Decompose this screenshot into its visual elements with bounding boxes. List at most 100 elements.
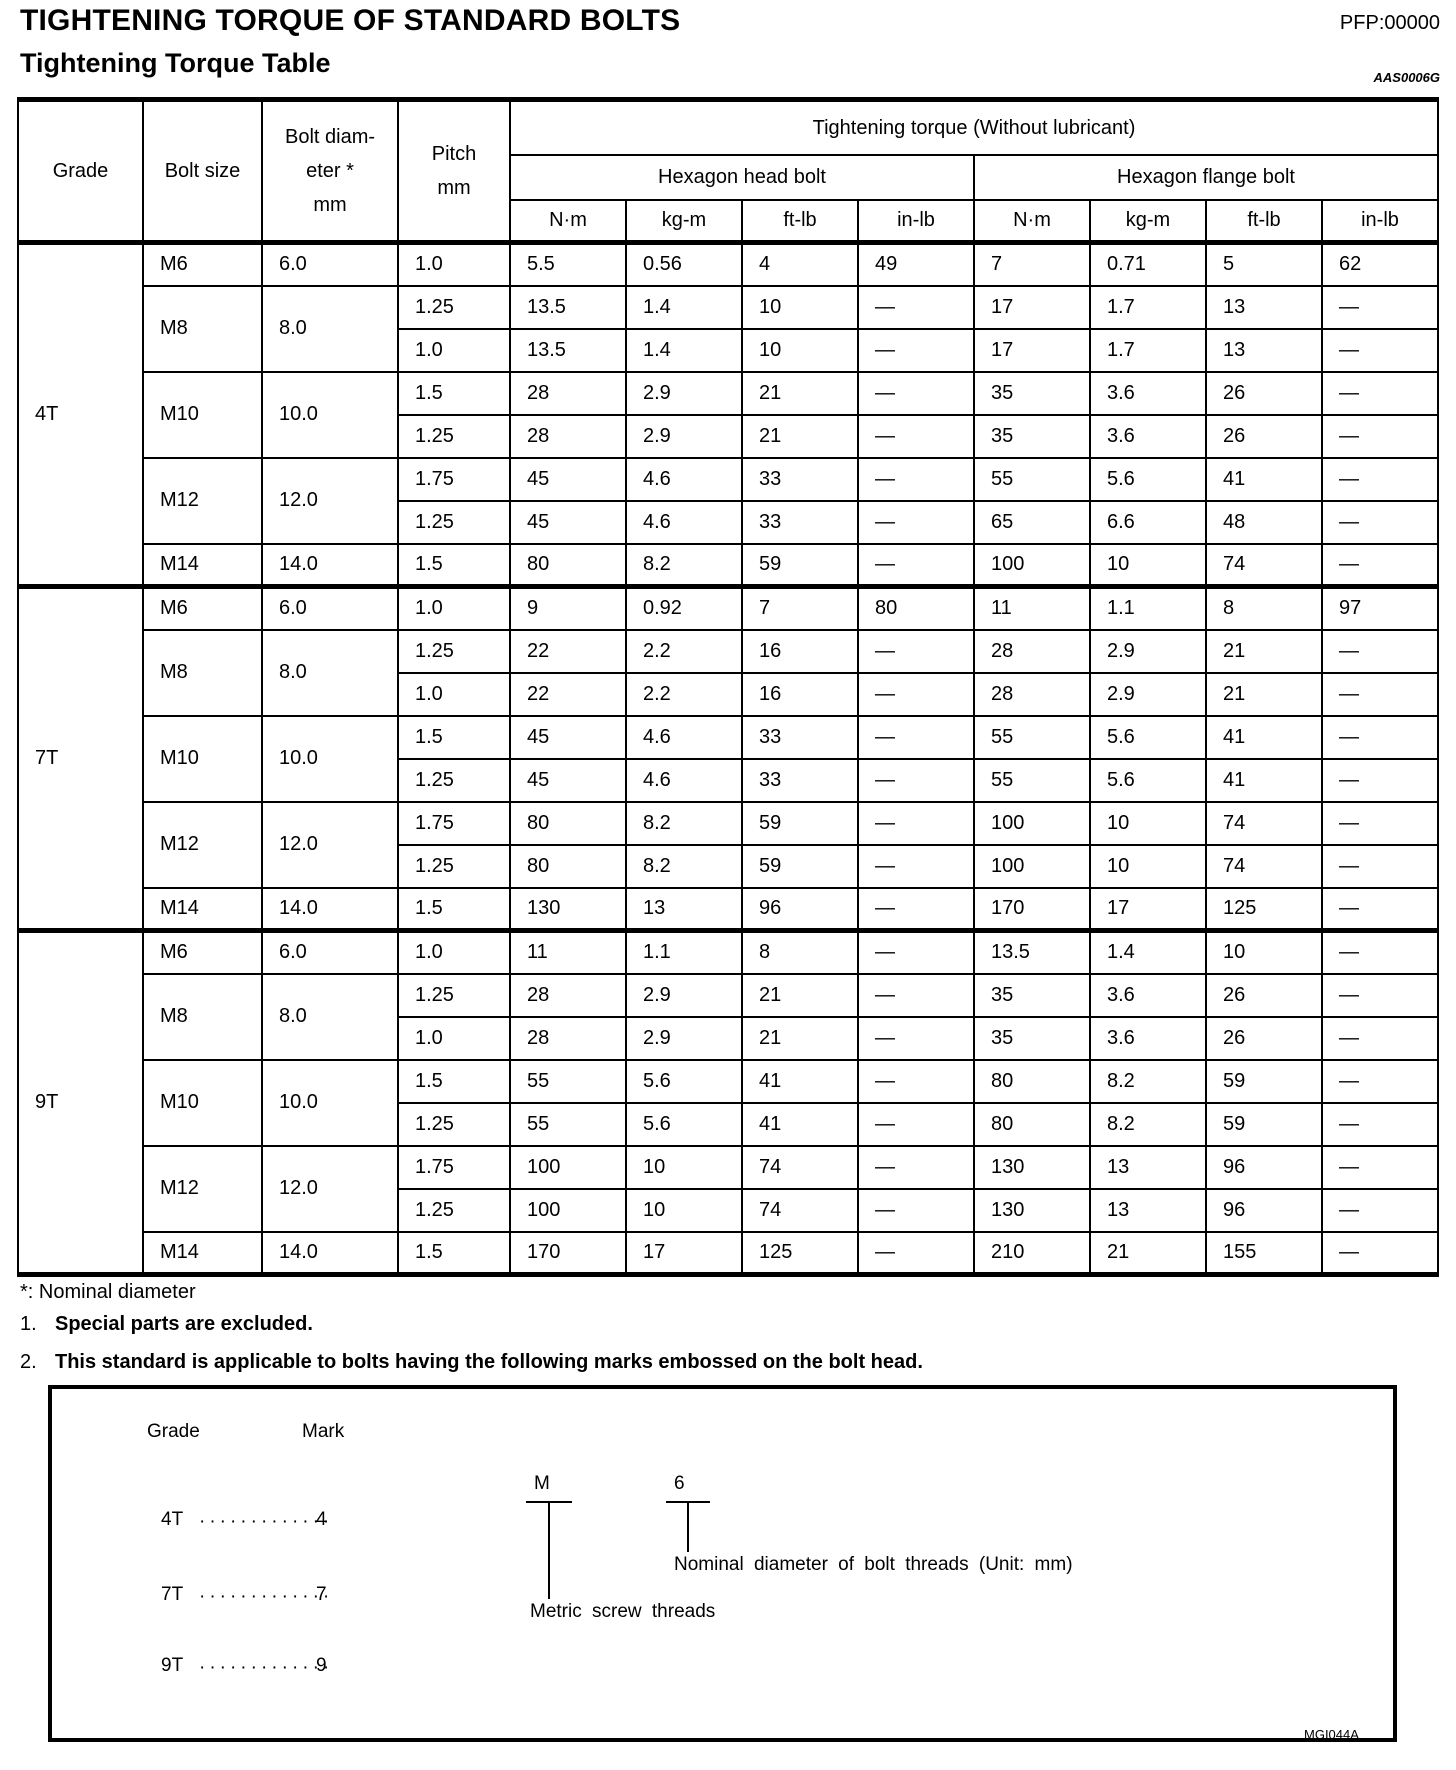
pitch-cell: 1.0 bbox=[397, 584, 511, 631]
pitch-cell: 1.5 bbox=[397, 886, 511, 932]
torque-value-cell: 33 bbox=[741, 456, 859, 502]
torque-value-cell: 2.9 bbox=[625, 370, 743, 416]
torque-value-cell: 2.9 bbox=[625, 972, 743, 1018]
torque-value-cell: — bbox=[857, 542, 975, 588]
torque-value-cell: 59 bbox=[1205, 1058, 1323, 1104]
torque-value-cell: 100 bbox=[973, 542, 1091, 588]
torque-value-cell: 125 bbox=[1205, 886, 1323, 932]
torque-value-cell: 65 bbox=[973, 499, 1091, 545]
pitch-cell: 1.25 bbox=[397, 284, 511, 330]
torque-value-cell: — bbox=[1320, 327, 1440, 373]
torque-value-cell: 3.6 bbox=[1089, 1015, 1207, 1061]
torque-value-cell: — bbox=[1320, 370, 1440, 416]
torque-row: 1.25 45 4.6 33—55 5.6 41— bbox=[18, 757, 1440, 803]
torque-value-cell: 2.9 bbox=[1089, 628, 1207, 674]
bolt-diameter-cell: 8.0 bbox=[261, 628, 399, 717]
torque-value-cell: 3.6 bbox=[1089, 972, 1207, 1018]
torque-value-cell: — bbox=[1320, 800, 1440, 846]
torque-value-cell: — bbox=[1320, 671, 1440, 717]
torque-value-cell: 4.6 bbox=[625, 757, 743, 803]
torque-value-cell: 100 bbox=[973, 800, 1091, 846]
torque-value-cell: 4.6 bbox=[625, 499, 743, 545]
torque-value-cell: 0.92 bbox=[625, 584, 743, 631]
torque-value-cell: 10 bbox=[741, 284, 859, 330]
torque-value-cell: 55 bbox=[973, 456, 1091, 502]
torque-value-cell: 1.4 bbox=[625, 284, 743, 330]
torque-value-cell: — bbox=[1320, 843, 1440, 889]
torque-value-cell: 28 bbox=[509, 972, 627, 1018]
torque-value-cell: 26 bbox=[1205, 413, 1323, 459]
torque-value-cell: 80 bbox=[509, 542, 627, 588]
note-item-2-text: This standard is applicable to bolts hav… bbox=[55, 1351, 923, 1373]
torque-value-cell: 5.6 bbox=[1089, 456, 1207, 502]
torque-value-cell: 16 bbox=[741, 628, 859, 674]
torque-value-cell: 5.6 bbox=[1089, 714, 1207, 760]
torque-value-cell: 41 bbox=[741, 1058, 859, 1104]
torque-value-cell: 5.5 bbox=[509, 240, 627, 287]
torque-value-cell: 16 bbox=[741, 671, 859, 717]
torque-value-cell: — bbox=[1320, 628, 1440, 674]
bolt-diameter-cell: 14.0 bbox=[261, 886, 399, 932]
dotted-leader: ············· bbox=[199, 1586, 334, 1607]
torque-value-cell: — bbox=[857, 1187, 975, 1233]
torque-value-cell: 13 bbox=[1089, 1187, 1207, 1233]
torque-value-cell: — bbox=[857, 1058, 975, 1104]
bolt-diameter-cell: 10.0 bbox=[261, 714, 399, 803]
bolt-size-cell: M10 bbox=[142, 714, 263, 803]
torque-value-cell: 59 bbox=[741, 843, 859, 889]
torque-value-cell: 0.71 bbox=[1089, 240, 1207, 287]
unit-header-ftlb-head: ft-lb bbox=[741, 198, 859, 245]
torque-value-cell: 8 bbox=[741, 928, 859, 975]
torque-value-cell: 80 bbox=[509, 843, 627, 889]
torque-value-cell: 41 bbox=[741, 1101, 859, 1147]
torque-value-cell: 59 bbox=[1205, 1101, 1323, 1147]
torque-value-cell: — bbox=[857, 1144, 975, 1190]
pitch-cell: 1.25 bbox=[397, 499, 511, 545]
torque-value-cell: 4.6 bbox=[625, 456, 743, 502]
torque-row: 1.25 100 10 74—130 13 96— bbox=[18, 1187, 1440, 1233]
torque-value-cell: 1.1 bbox=[625, 928, 743, 975]
torque-value-cell: 59 bbox=[741, 800, 859, 846]
bolt-size-cell: M6 bbox=[142, 584, 263, 631]
col-header-hexagon-head-bolt: Hexagon head bolt bbox=[509, 153, 975, 201]
col-header-torque-title: Tightening torque (Without lubricant) bbox=[508, 98, 1440, 156]
pitch-cell: 1.25 bbox=[397, 757, 511, 803]
torque-value-cell: 155 bbox=[1205, 1230, 1323, 1276]
torque-row: M14 14.0 1.5 80 8.2 59—100 10 74— bbox=[18, 542, 1440, 588]
torque-value-cell: 96 bbox=[1205, 1144, 1323, 1190]
torque-row: M8 8.0 1.25 22 2.2 16—28 2.9 21— bbox=[18, 628, 1440, 717]
torque-value-cell: — bbox=[1320, 1187, 1440, 1233]
torque-value-cell: 6.6 bbox=[1089, 499, 1207, 545]
torque-value-cell: 5.6 bbox=[625, 1101, 743, 1147]
col-header-hexagon-flange-bolt: Hexagon flange bolt bbox=[972, 153, 1440, 201]
torque-value-cell: 17 bbox=[973, 284, 1091, 330]
torque-value-cell: 3.6 bbox=[1089, 413, 1207, 459]
figure-mark-7: 7 bbox=[316, 1584, 327, 1605]
torque-value-cell: — bbox=[857, 413, 975, 459]
torque-value-cell: 48 bbox=[1205, 499, 1323, 545]
torque-value-cell: 13.5 bbox=[509, 284, 627, 330]
torque-value-cell: — bbox=[857, 1230, 975, 1276]
torque-value-cell: — bbox=[857, 628, 975, 674]
torque-row: M10 10.0 1.5 28 2.9 21—35 3.6 26— bbox=[18, 370, 1440, 459]
torque-row: 1.0 13.5 1.4 10—17 1.7 13— bbox=[18, 327, 1440, 373]
figure-mark-4: 4 bbox=[316, 1509, 327, 1530]
torque-value-cell: 13.5 bbox=[509, 327, 627, 373]
torque-value-cell: 4 bbox=[741, 240, 859, 287]
torque-value-cell: 28 bbox=[509, 370, 627, 416]
torque-value-cell: — bbox=[1320, 1144, 1440, 1190]
torque-row: 1.25 45 4.6 33—65 6.6 48— bbox=[18, 499, 1440, 545]
torque-value-cell: 8 bbox=[1205, 584, 1323, 631]
torque-value-cell: 41 bbox=[1205, 757, 1323, 803]
torque-value-cell: 10 bbox=[741, 327, 859, 373]
pitch-cell: 1.5 bbox=[397, 1058, 511, 1104]
torque-value-cell: — bbox=[1320, 499, 1440, 545]
torque-value-cell: 55 bbox=[973, 757, 1091, 803]
torque-value-cell: 41 bbox=[1205, 714, 1323, 760]
torque-value-cell: 4.6 bbox=[625, 714, 743, 760]
torque-value-cell: 21 bbox=[741, 413, 859, 459]
torque-value-cell: — bbox=[1320, 886, 1440, 932]
bolt-size-cell: M14 bbox=[142, 886, 263, 932]
torque-value-cell: 100 bbox=[509, 1187, 627, 1233]
torque-value-cell: 8.2 bbox=[1089, 1101, 1207, 1147]
